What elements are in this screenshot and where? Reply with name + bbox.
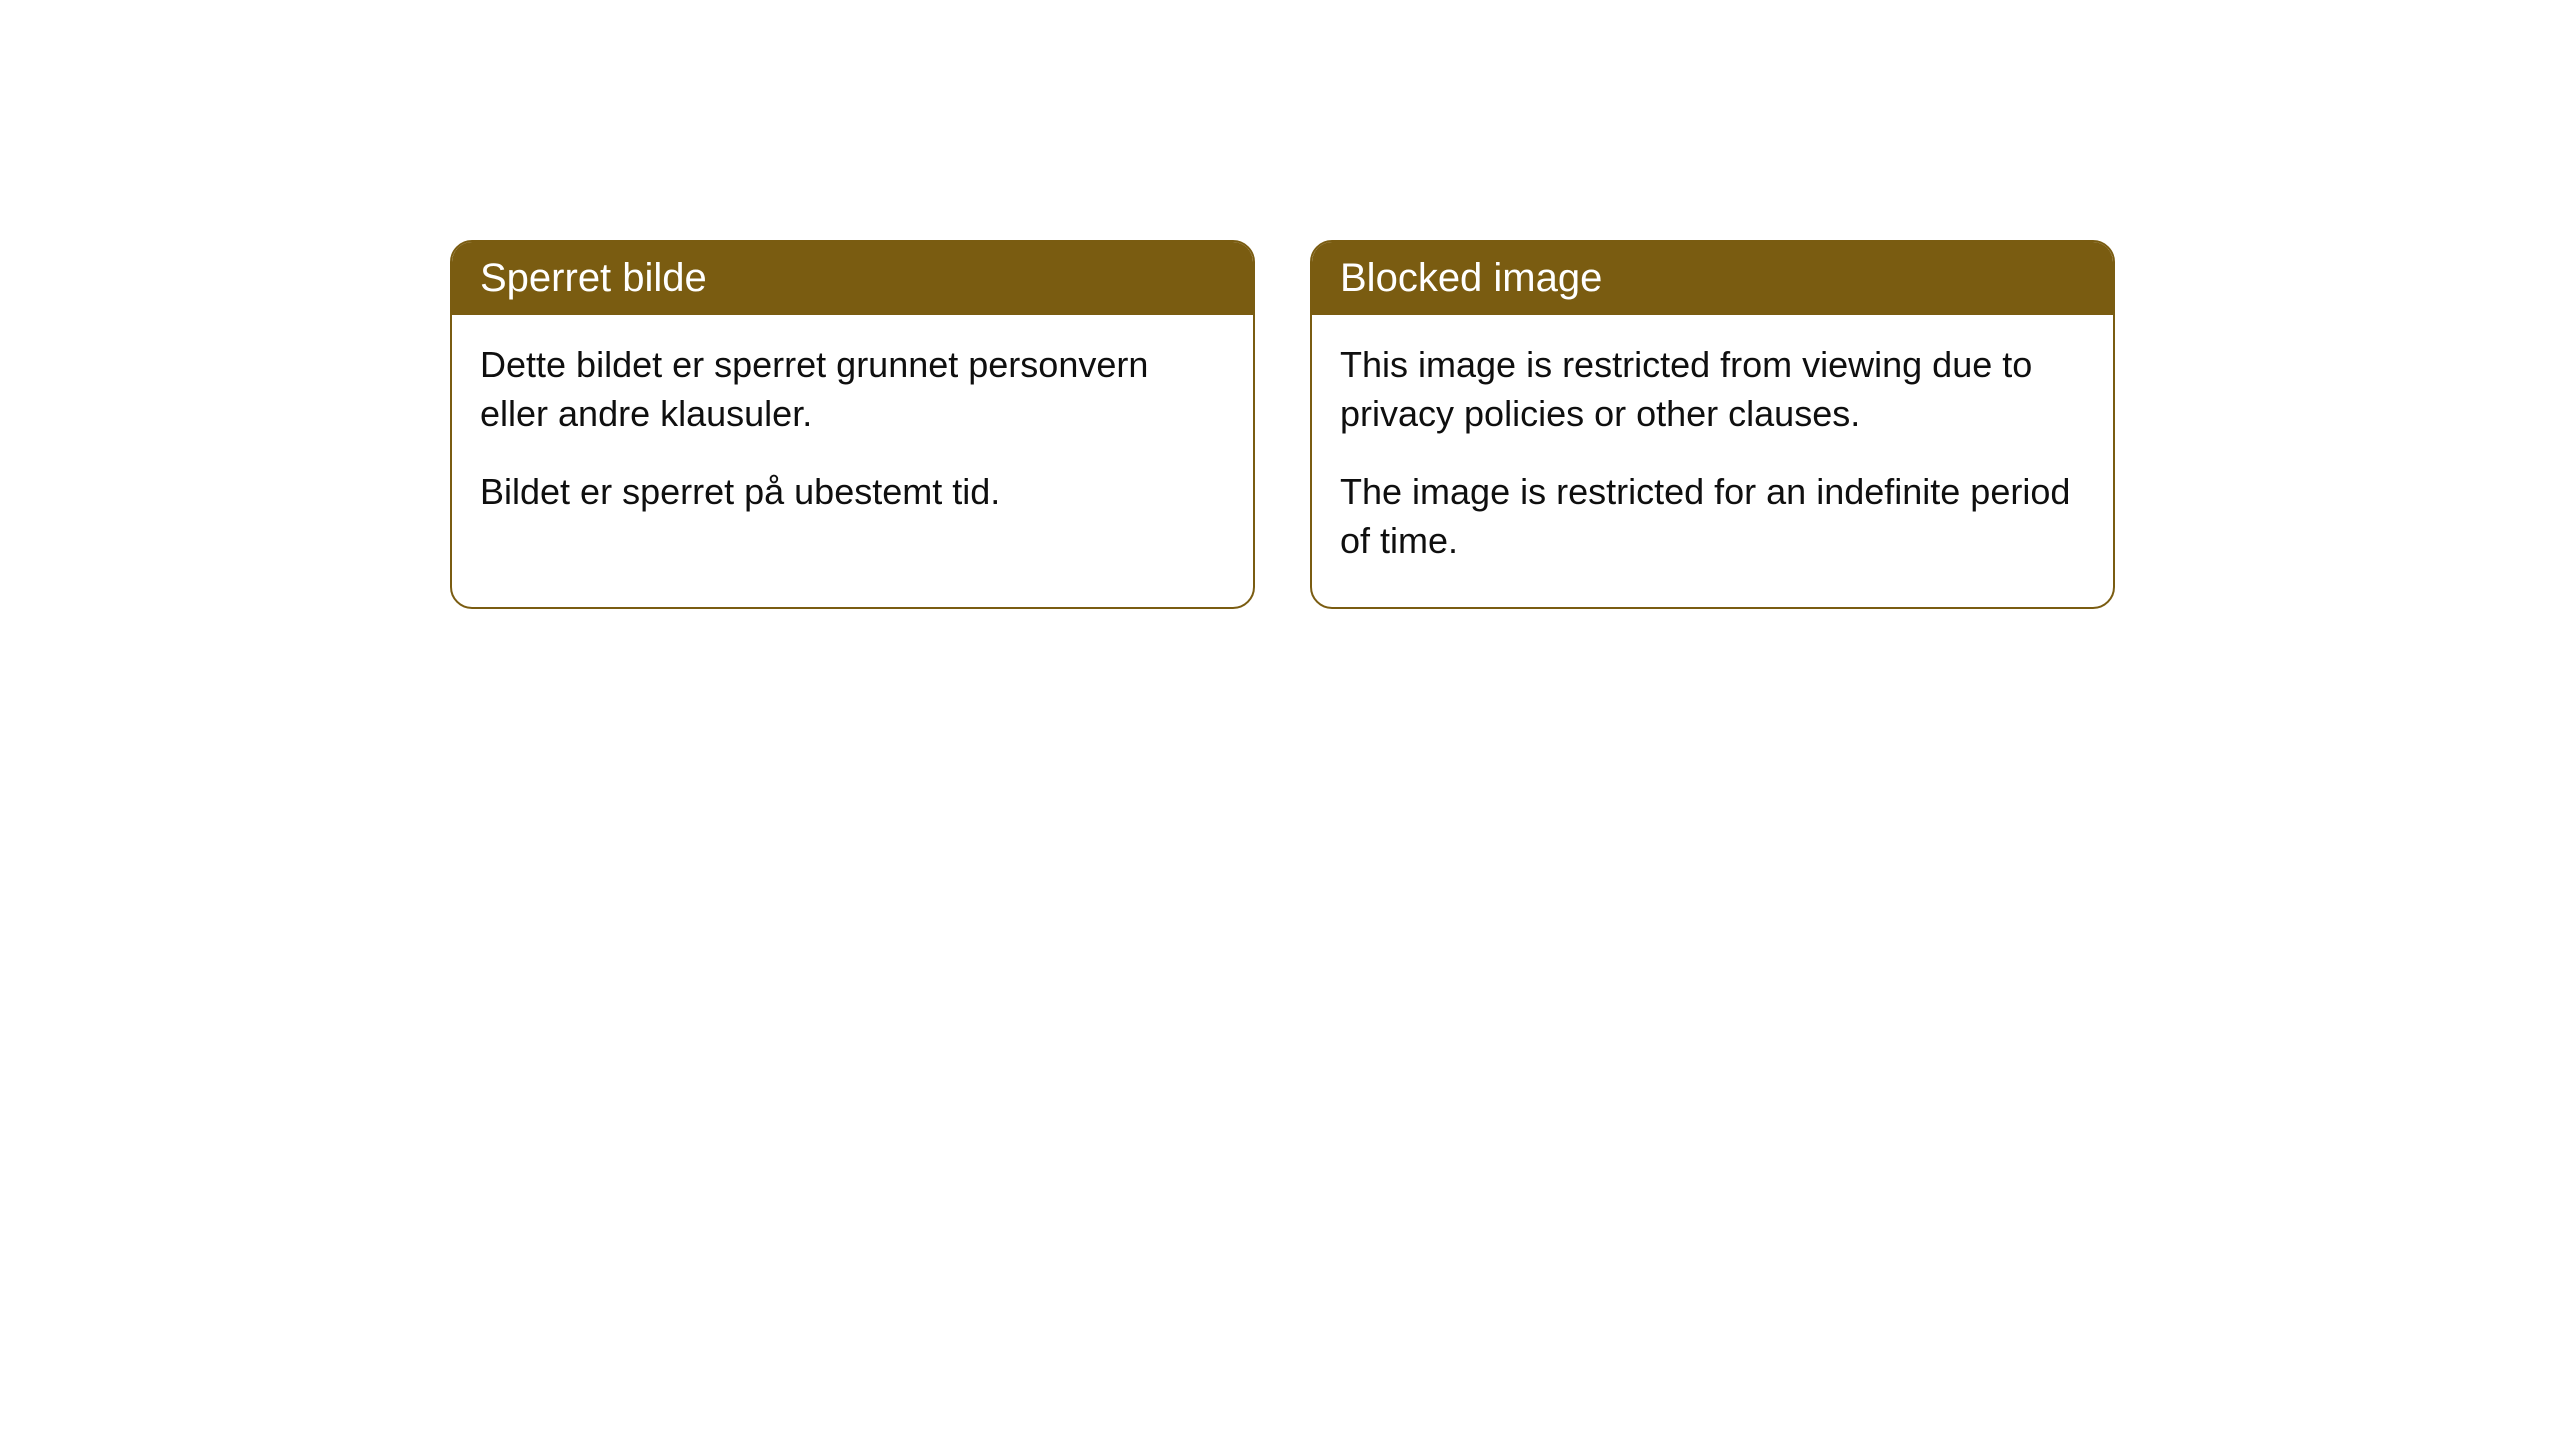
blocked-image-card-norwegian: Sperret bilde Dette bildet er sperret gr…	[450, 240, 1255, 609]
card-body: Dette bildet er sperret grunnet personve…	[452, 315, 1253, 559]
card-title: Sperret bilde	[480, 256, 707, 300]
card-paragraph-1: This image is restricted from viewing du…	[1340, 341, 2085, 438]
card-paragraph-2: Bildet er sperret på ubestemt tid.	[480, 468, 1225, 517]
card-paragraph-2: The image is restricted for an indefinit…	[1340, 468, 2085, 565]
card-paragraph-1: Dette bildet er sperret grunnet personve…	[480, 341, 1225, 438]
card-body: This image is restricted from viewing du…	[1312, 315, 2113, 607]
blocked-image-cards-container: Sperret bilde Dette bildet er sperret gr…	[450, 240, 2560, 609]
blocked-image-card-english: Blocked image This image is restricted f…	[1310, 240, 2115, 609]
card-header: Blocked image	[1312, 242, 2113, 315]
card-title: Blocked image	[1340, 256, 1602, 300]
card-header: Sperret bilde	[452, 242, 1253, 315]
